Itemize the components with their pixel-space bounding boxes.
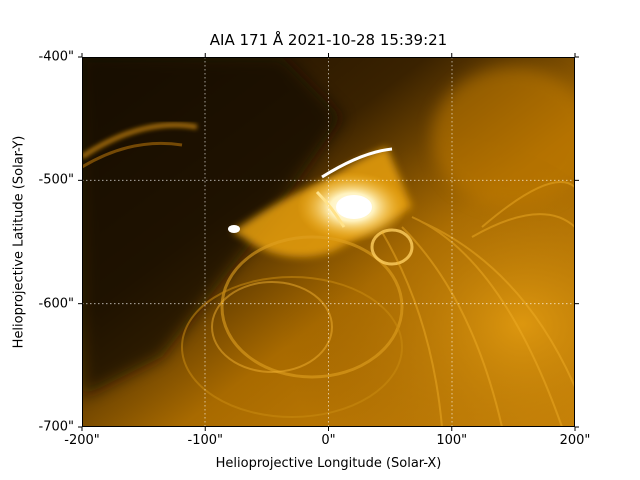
y-axis-label: Helioprojective Latitude (Solar-Y) [11,135,27,349]
solar-image-plot [78,53,579,431]
solar-image [78,53,579,431]
x-tick-label: -100" [187,433,223,448]
y-tick-label: -600" [38,296,74,312]
y-tick-label: -400" [38,49,74,65]
x-tick-label: 0" [321,433,336,448]
y-tick-label: -700" [38,419,74,435]
x-tick-label: 200" [559,433,591,448]
plot-title: AIA 171 Å 2021-10-28 15:39:21 [209,31,448,49]
x-tick-label: 100" [436,433,468,448]
x-axis-label: Helioprojective Longitude (Solar-X) [215,456,442,471]
y-tick-label: -500" [38,172,74,188]
x-tick-label: -200" [64,433,100,448]
